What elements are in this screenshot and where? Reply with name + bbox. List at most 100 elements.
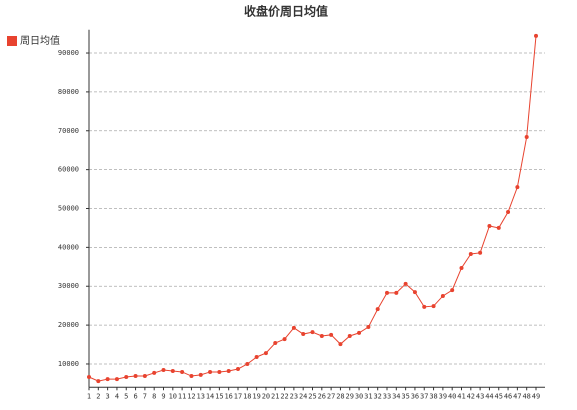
point bbox=[310, 330, 315, 335]
chart-title: 收盘价周日均值 bbox=[244, 4, 328, 19]
point bbox=[180, 369, 185, 374]
point bbox=[366, 325, 371, 330]
y-tick-label: 60000 bbox=[58, 166, 79, 174]
x-tick-label: 46 bbox=[504, 392, 512, 400]
x-tick-label: 32 bbox=[373, 392, 381, 400]
x-tick-label: 8 bbox=[152, 392, 156, 400]
x-tick-label: 24 bbox=[299, 392, 307, 400]
x-tick-label: 29 bbox=[346, 392, 354, 400]
y-tick-label: 20000 bbox=[58, 321, 79, 329]
point bbox=[170, 368, 175, 373]
point bbox=[105, 377, 110, 382]
point bbox=[245, 361, 250, 366]
point bbox=[403, 281, 408, 286]
x-tick-label: 38 bbox=[429, 392, 437, 400]
x-tick-label: 14 bbox=[206, 392, 214, 400]
point bbox=[236, 367, 240, 372]
point bbox=[87, 374, 91, 379]
point bbox=[133, 374, 138, 379]
point bbox=[217, 369, 222, 374]
y-tick-label: 70000 bbox=[58, 127, 79, 135]
point bbox=[422, 304, 427, 309]
point bbox=[96, 379, 101, 384]
x-tick-label: 41 bbox=[457, 392, 465, 400]
point bbox=[357, 330, 362, 335]
point bbox=[524, 134, 529, 139]
point bbox=[161, 368, 166, 373]
x-tick-label: 42 bbox=[467, 392, 475, 400]
x-tick-label: 12 bbox=[187, 392, 195, 400]
point bbox=[273, 340, 278, 345]
x-tick-label: 47 bbox=[513, 392, 521, 400]
x-tick-label: 27 bbox=[327, 392, 335, 400]
x-tick-label: 17 bbox=[234, 392, 242, 400]
point bbox=[142, 374, 147, 379]
x-tick-label: 28 bbox=[336, 392, 344, 400]
y-tick-label: 10000 bbox=[58, 360, 79, 368]
y-tick-label: 90000 bbox=[58, 49, 79, 57]
point bbox=[534, 33, 538, 38]
point bbox=[347, 333, 352, 338]
x-tick-label: 37 bbox=[420, 392, 428, 400]
point bbox=[263, 351, 268, 356]
x-tick-label: 20 bbox=[262, 392, 270, 400]
x-tick-label: 19 bbox=[252, 392, 260, 400]
point bbox=[329, 332, 334, 337]
point bbox=[338, 342, 343, 347]
x-tick-label: 2 bbox=[96, 392, 100, 400]
x-tick-label: 33 bbox=[383, 392, 391, 400]
x-tick-label: 44 bbox=[485, 392, 493, 400]
point bbox=[208, 369, 213, 374]
x-tick-label: 36 bbox=[411, 392, 419, 400]
point bbox=[301, 332, 306, 337]
x-tick-label: 6 bbox=[133, 392, 137, 400]
point bbox=[152, 370, 157, 375]
x-tick-label: 39 bbox=[439, 392, 447, 400]
y-tick-label: 40000 bbox=[58, 243, 79, 251]
point bbox=[282, 337, 287, 342]
x-tick-label: 10 bbox=[169, 392, 177, 400]
x-tick-label: 9 bbox=[161, 392, 165, 400]
x-tick-label: 18 bbox=[243, 392, 251, 400]
x-tick-label: 35 bbox=[401, 392, 409, 400]
x-tick-label: 15 bbox=[215, 392, 223, 400]
x-tick-label: 30 bbox=[355, 392, 363, 400]
point bbox=[124, 374, 129, 379]
x-tick-label: 26 bbox=[318, 392, 326, 400]
x-tick-label: 25 bbox=[308, 392, 316, 400]
point bbox=[375, 307, 380, 312]
x-tick-label: 7 bbox=[143, 392, 147, 400]
y-tick-label: 50000 bbox=[58, 205, 79, 213]
point bbox=[385, 290, 389, 295]
point bbox=[496, 225, 501, 230]
point bbox=[487, 223, 492, 228]
x-tick-label: 11 bbox=[178, 392, 186, 400]
legend-label: 周日均值 bbox=[20, 34, 60, 47]
point bbox=[226, 368, 231, 373]
point bbox=[319, 333, 324, 338]
x-tick-label: 34 bbox=[392, 392, 400, 400]
x-tick-label: 40 bbox=[448, 392, 456, 400]
point bbox=[450, 288, 455, 293]
x-tick-label: 3 bbox=[106, 392, 110, 400]
legend-swatch bbox=[7, 36, 17, 46]
point bbox=[114, 377, 119, 382]
x-tick-label: 23 bbox=[290, 392, 298, 400]
point bbox=[198, 372, 203, 377]
point bbox=[394, 290, 399, 295]
x-tick-label: 1 bbox=[87, 392, 91, 400]
x-tick-label: 13 bbox=[197, 392, 205, 400]
point bbox=[254, 354, 259, 359]
y-tick-label: 80000 bbox=[58, 88, 79, 96]
point bbox=[515, 185, 520, 190]
x-tick-label: 22 bbox=[280, 392, 288, 400]
point bbox=[468, 251, 473, 256]
x-tick-label: 49 bbox=[532, 392, 540, 400]
x-tick-label: 43 bbox=[476, 392, 484, 400]
point bbox=[431, 304, 436, 309]
x-tick-label: 16 bbox=[224, 392, 232, 400]
point bbox=[440, 293, 445, 298]
point bbox=[459, 265, 464, 270]
point bbox=[189, 374, 194, 379]
